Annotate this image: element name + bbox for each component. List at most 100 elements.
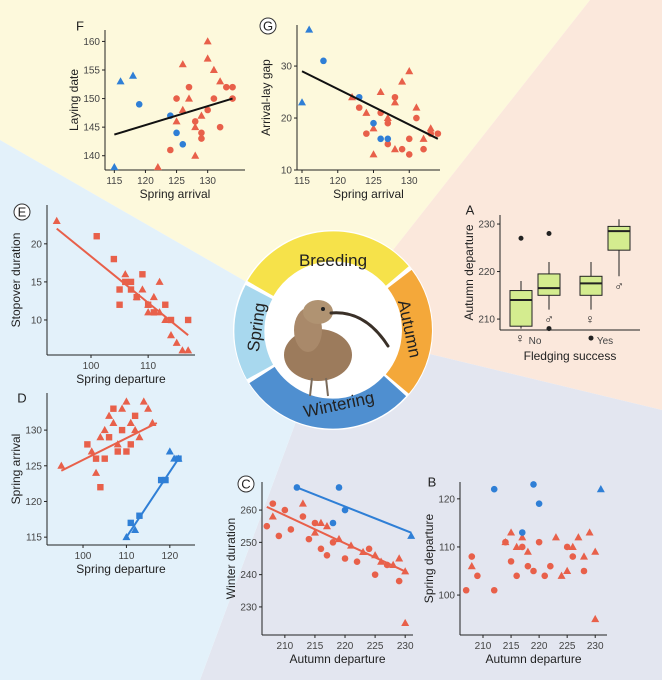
panel-title: G — [263, 19, 273, 34]
point — [391, 93, 399, 101]
y-tick-label: 20 — [281, 114, 293, 125]
point — [172, 117, 181, 125]
point — [535, 500, 543, 507]
point — [263, 522, 271, 530]
x-tick-label: 220 — [531, 641, 548, 652]
y-axis-label: Arrival-lay gap — [259, 59, 273, 136]
y-tick-label: 10 — [31, 315, 43, 326]
x-tick-label: 100 — [83, 361, 100, 372]
point — [93, 233, 100, 240]
point — [474, 572, 481, 580]
point — [585, 528, 594, 536]
x-axis-label: Autumn departure — [485, 652, 581, 666]
point — [596, 485, 605, 493]
point — [150, 309, 158, 316]
point — [317, 545, 325, 553]
y-axis-label: Spring arrival — [9, 434, 23, 505]
outlier — [546, 231, 552, 237]
x-tick-label: 115 — [294, 176, 310, 187]
point — [178, 60, 187, 68]
point — [407, 531, 416, 539]
point — [518, 533, 527, 541]
point — [305, 25, 314, 33]
point — [191, 151, 200, 159]
point — [209, 65, 218, 73]
point — [127, 519, 134, 527]
point — [547, 562, 554, 570]
wintering-arc — [249, 366, 407, 429]
point — [568, 542, 577, 550]
point — [184, 346, 193, 354]
point — [144, 308, 153, 316]
point — [57, 461, 66, 469]
point — [490, 485, 498, 493]
point — [122, 278, 129, 286]
panel-title: F — [76, 19, 84, 34]
y-tick-label: 120 — [438, 494, 455, 505]
point — [135, 100, 143, 108]
y-tick-label: 240 — [240, 570, 257, 581]
y-tick-label: 150 — [83, 94, 100, 105]
point — [412, 103, 421, 111]
point — [275, 532, 283, 540]
point — [210, 95, 218, 102]
point — [133, 293, 140, 301]
point — [191, 118, 199, 125]
point — [92, 468, 101, 476]
point — [116, 286, 123, 293]
point — [329, 519, 337, 527]
point — [341, 506, 349, 514]
y-tick-label: 155 — [83, 66, 100, 77]
x-tick-label: 130 — [401, 176, 418, 187]
point — [323, 551, 331, 559]
point — [281, 506, 289, 514]
y-tick-label: 15 — [31, 277, 43, 288]
x-tick-label: 120 — [329, 176, 346, 187]
panel-title: E — [18, 205, 27, 220]
point — [298, 499, 307, 507]
box — [607, 225, 631, 251]
point — [184, 316, 192, 324]
point — [390, 98, 399, 106]
x-tick-label: Yes — [597, 336, 613, 347]
panel-badge — [237, 475, 255, 493]
y-axis-label: Winter duration — [224, 518, 238, 599]
y-tick-label: 230 — [240, 602, 257, 613]
point — [371, 571, 379, 578]
x-tick-label: 110 — [140, 361, 156, 372]
point — [420, 145, 427, 153]
annual-cycle: Breeding Autumn Wintering Spring — [233, 230, 433, 430]
panel-title: B — [428, 475, 437, 490]
point — [513, 572, 520, 580]
point — [127, 441, 134, 448]
y-tick-label: 140 — [83, 151, 100, 162]
sex-symbol: ♀ — [515, 331, 525, 346]
bird-eye — [321, 307, 325, 311]
point — [398, 145, 406, 153]
point — [569, 553, 577, 560]
point — [310, 528, 319, 536]
point — [563, 543, 571, 551]
x-tick-label: 100 — [75, 551, 92, 562]
panel-title: A — [466, 203, 475, 218]
y-tick-label: 130 — [25, 426, 42, 437]
sex-symbol: ♂ — [614, 278, 624, 293]
point — [149, 292, 158, 301]
x-tick-label: 225 — [559, 641, 576, 652]
y-tick-label: 110 — [439, 542, 455, 553]
breeding-arc — [247, 231, 409, 297]
y-tick-label: 145 — [83, 123, 100, 134]
point — [110, 405, 117, 412]
point — [110, 162, 119, 171]
point — [322, 522, 331, 530]
sex-symbol: ♀ — [585, 312, 595, 327]
spring-arc — [234, 285, 274, 380]
y-tick-label: 220 — [478, 267, 495, 278]
point — [131, 425, 140, 434]
point — [167, 331, 175, 339]
x-axis-label: Spring arrival — [333, 187, 404, 201]
point — [123, 448, 130, 455]
point — [138, 285, 147, 293]
point — [178, 346, 187, 354]
point — [362, 108, 371, 116]
